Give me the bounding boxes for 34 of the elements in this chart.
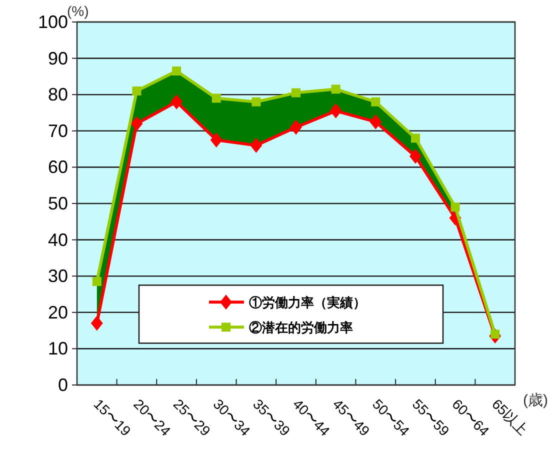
- point: [132, 86, 142, 96]
- y-tick-label: 20: [48, 302, 68, 322]
- y-tick-label: 100: [38, 12, 68, 32]
- y-tick-label: 50: [48, 194, 68, 214]
- point: [450, 202, 460, 212]
- point: [90, 316, 103, 331]
- point: [331, 84, 340, 94]
- point: [250, 138, 262, 153]
- y-tick-label: 80: [48, 84, 68, 105]
- point: [410, 134, 420, 143]
- point: [172, 66, 182, 76]
- point: [212, 94, 221, 103]
- point: [170, 94, 183, 110]
- point: [92, 277, 102, 286]
- y-tick-label: 60: [48, 157, 68, 178]
- y-tick-label: 70: [48, 120, 68, 141]
- legend-label: ②潜在的労働力率: [249, 320, 353, 336]
- point: [290, 120, 302, 135]
- point: [252, 97, 261, 106]
- legend-label: ①労働力率（実績）: [249, 295, 366, 310]
- point: [371, 97, 380, 106]
- point: [370, 114, 382, 130]
- y-tick-label: 40: [48, 230, 68, 250]
- point: [130, 116, 143, 132]
- point: [292, 88, 300, 98]
- y-tick-label: 0: [58, 375, 68, 395]
- y-tick-label: 90: [48, 48, 68, 68]
- x-axis-title: (歳): [523, 392, 548, 409]
- y-tick-label: 10: [48, 338, 68, 359]
- point: [330, 103, 342, 118]
- point: [409, 148, 422, 164]
- point: [210, 132, 222, 148]
- y-axis-title: (%): [67, 3, 89, 19]
- y-tick-label: 30: [48, 266, 68, 286]
